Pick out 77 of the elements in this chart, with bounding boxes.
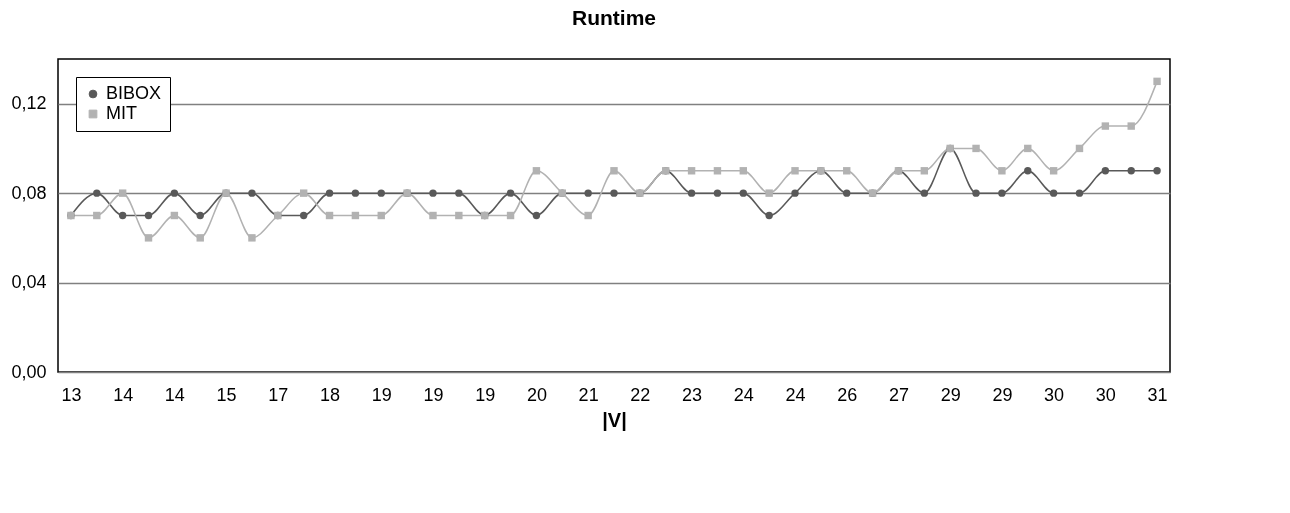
point	[843, 189, 851, 197]
point	[791, 167, 799, 175]
x-tick-label: 18	[320, 384, 341, 405]
x-tick-label: 20	[526, 384, 547, 405]
point	[455, 189, 463, 197]
point	[93, 189, 101, 197]
point	[325, 189, 334, 197]
x-tick-label: 29	[940, 384, 961, 405]
point	[248, 234, 256, 242]
x-tick-label: 19	[371, 384, 392, 405]
x-tick-label: 17	[268, 384, 289, 405]
x-tick-label: 24	[733, 384, 754, 405]
point	[118, 189, 127, 197]
point	[791, 189, 799, 197]
x-tick-label: 14	[113, 384, 134, 405]
point	[1049, 189, 1058, 197]
legend-label: MIT	[106, 103, 137, 123]
x-tick-label: 27	[888, 384, 909, 405]
x-tick-label: 31	[1147, 384, 1168, 405]
point	[713, 189, 722, 197]
x-axis-title: |V|	[602, 408, 627, 431]
point	[1153, 77, 1161, 86]
point	[1153, 167, 1161, 175]
point	[1075, 189, 1084, 197]
x-tick-label: 13	[61, 384, 82, 405]
point	[584, 189, 592, 197]
point	[972, 189, 980, 197]
point	[739, 189, 748, 197]
point	[506, 189, 515, 197]
y-tick-label: 0,04	[11, 272, 47, 293]
point	[998, 189, 1006, 197]
point	[920, 189, 929, 197]
point	[610, 167, 618, 175]
point	[1101, 167, 1110, 175]
point	[765, 211, 773, 220]
x-tick-label: 22	[630, 384, 651, 405]
x-tick-label: 15	[216, 384, 237, 405]
x-tick-label: 19	[475, 384, 496, 405]
point	[972, 144, 980, 153]
x-tick-label: 23	[682, 384, 703, 405]
point	[196, 234, 204, 242]
x-tick-label: 29	[992, 384, 1013, 405]
x-tick-label: 26	[837, 384, 858, 405]
point	[429, 211, 437, 220]
point	[144, 234, 153, 242]
y-tick-label: 0,08	[11, 182, 47, 203]
x-tick-label: 14	[164, 384, 185, 405]
point	[455, 211, 463, 220]
point	[687, 189, 696, 197]
chart-title: Runtime	[572, 6, 656, 29]
legend-label: BIBOX	[106, 83, 162, 103]
point	[998, 167, 1006, 175]
x-tick-label: 30	[1095, 384, 1116, 405]
point	[377, 189, 385, 197]
point	[299, 189, 308, 197]
point	[170, 189, 179, 197]
point	[248, 189, 256, 197]
point	[1127, 167, 1135, 175]
point	[1024, 167, 1032, 175]
point	[351, 189, 360, 197]
point	[196, 211, 204, 220]
y-tick-label: 0,12	[11, 93, 47, 114]
point	[532, 211, 541, 220]
x-tick-label: 19	[423, 384, 444, 405]
point	[118, 211, 127, 220]
point	[1127, 122, 1135, 130]
point	[299, 211, 308, 220]
x-tick-label: 30	[1044, 384, 1065, 405]
point	[429, 189, 437, 197]
x-tick-label: 21	[578, 384, 599, 405]
point	[610, 189, 618, 197]
point	[584, 211, 592, 220]
y-tick-label: 0,00	[11, 361, 47, 382]
x-tick-label: 24	[785, 384, 806, 405]
point	[765, 189, 773, 197]
point	[1101, 122, 1110, 130]
point	[144, 211, 153, 220]
